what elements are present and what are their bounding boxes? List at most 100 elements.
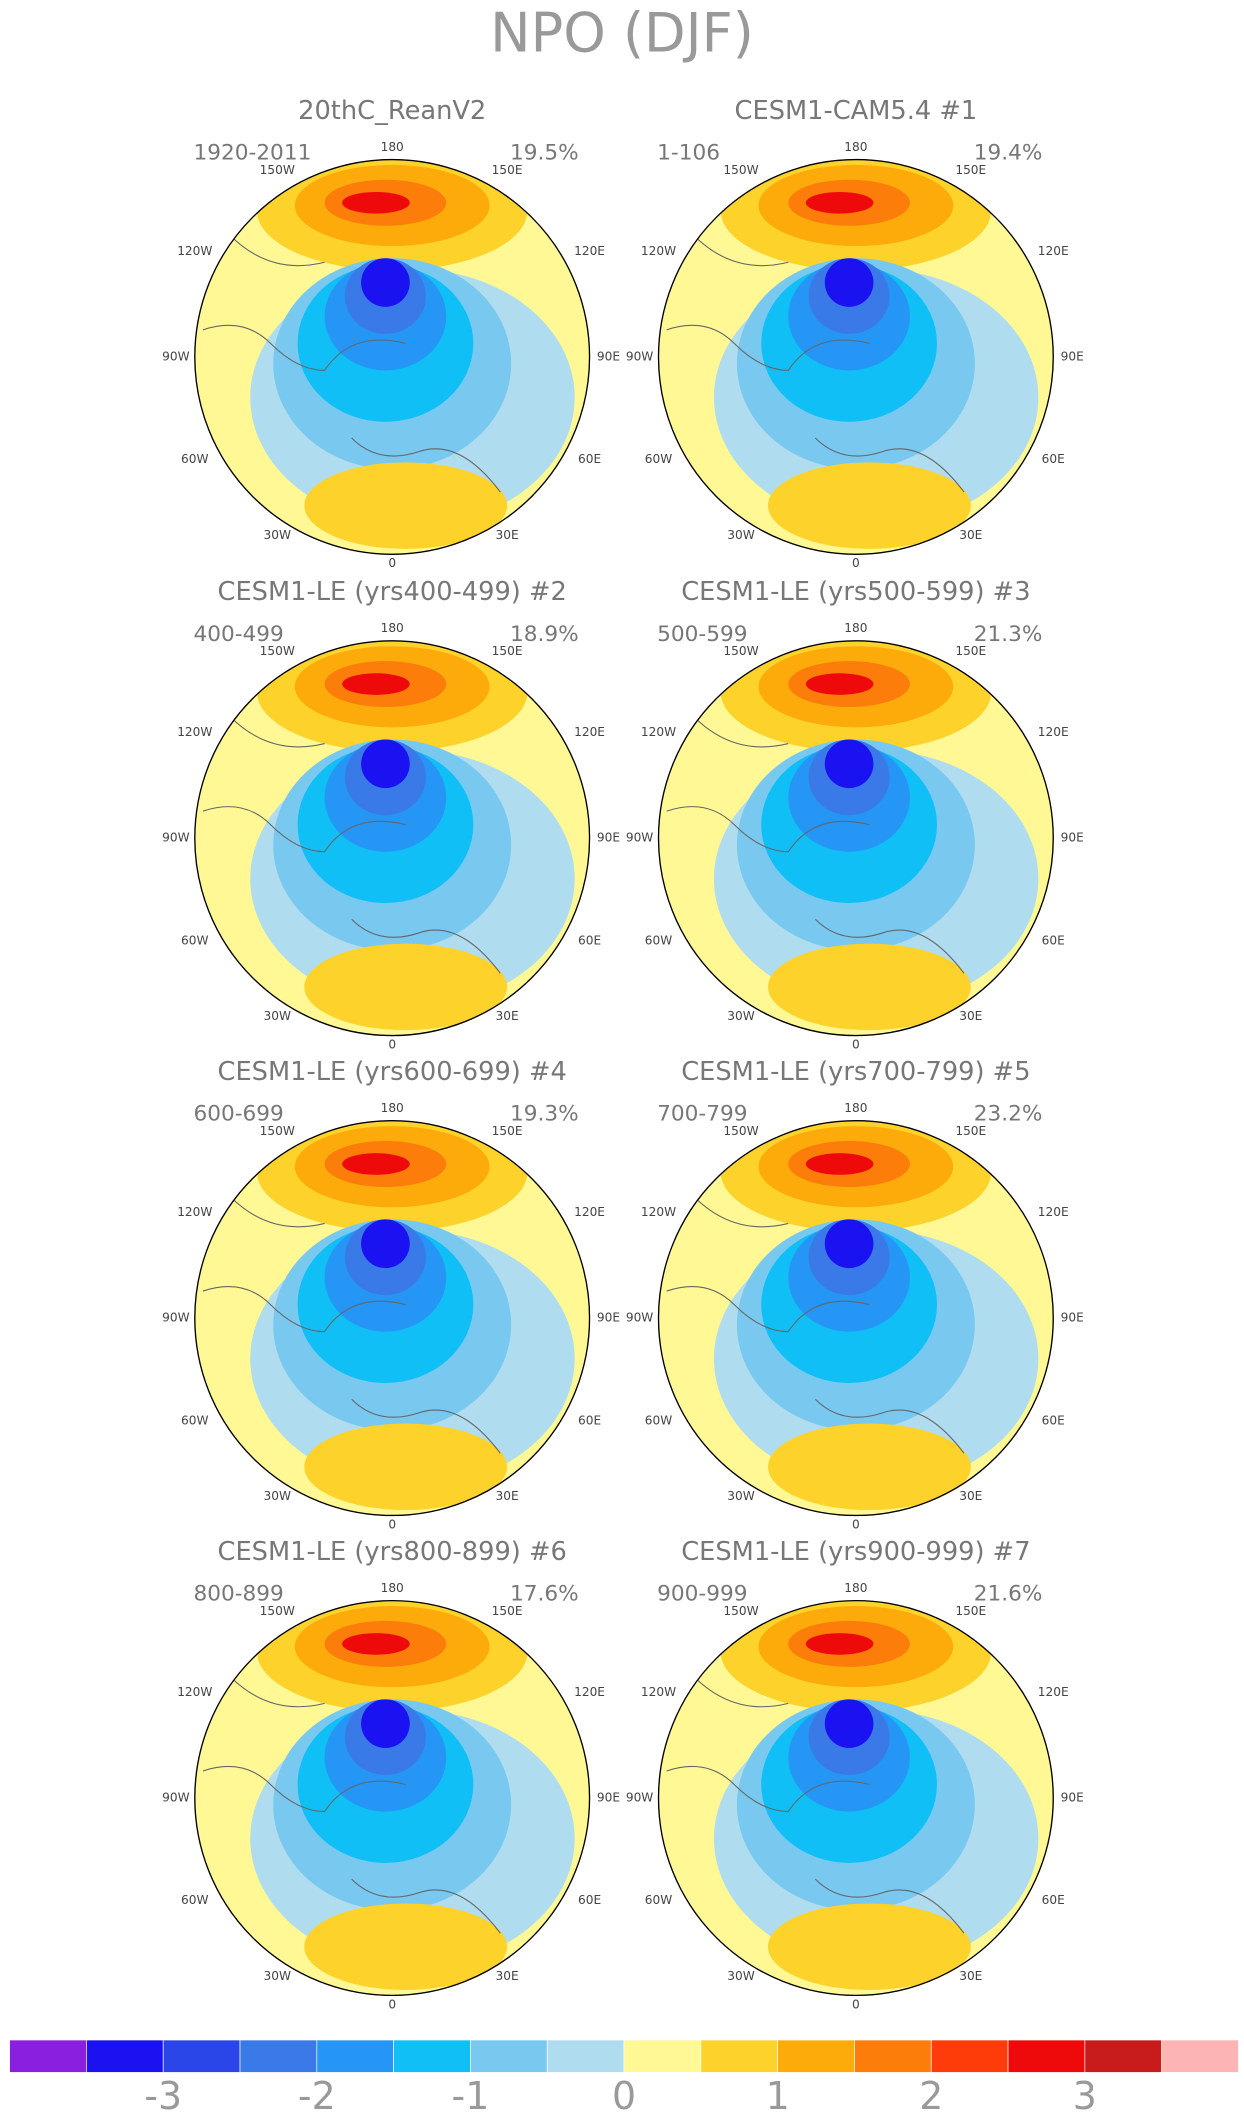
panel-percent: 21.3% xyxy=(974,622,1043,647)
longitude-label: 120W xyxy=(641,725,676,739)
longitude-label: 30W xyxy=(727,1969,754,1983)
longitude-label: 60W xyxy=(181,1893,209,1907)
panel-period: 600-699 xyxy=(193,1102,283,1127)
longitude-label: 150E xyxy=(955,163,986,177)
panel-title: 20thC_ReanV2 xyxy=(298,96,486,126)
longitude-label: 60E xyxy=(1042,452,1065,466)
longitude-label: 150W xyxy=(260,163,295,177)
panel-title: CESM1-LE (yrs500-599) #3 xyxy=(681,577,1030,607)
longitude-label: 60W xyxy=(645,1413,673,1427)
longitude-label: 90E xyxy=(1061,831,1084,845)
longitude-label: 60E xyxy=(578,1413,601,1427)
longitude-label: 0 xyxy=(388,1517,396,1531)
longitude-label: 0 xyxy=(852,1997,860,2011)
map-boundary xyxy=(657,158,1054,555)
longitude-label: 0 xyxy=(852,556,860,570)
longitude-label: 180 xyxy=(381,621,404,635)
longitude-label: 60E xyxy=(578,1893,601,1907)
longitude-label: 90E xyxy=(1061,1791,1084,1805)
longitude-label: 30E xyxy=(496,1009,519,1023)
longitude-label: 60W xyxy=(181,452,209,466)
longitude-label: 30E xyxy=(959,528,982,542)
longitude-label: 150W xyxy=(723,644,758,658)
anomaly-field xyxy=(195,1593,590,1996)
anomaly-field xyxy=(195,1113,590,1516)
longitude-label: 120W xyxy=(641,1685,676,1699)
longitude-label: 150W xyxy=(723,1604,758,1618)
longitude-label: 180 xyxy=(381,1581,404,1595)
longitude-label: 30W xyxy=(264,1009,292,1023)
longitude-label: 60W xyxy=(645,1893,673,1907)
panel-title: CESM1-LE (yrs900-999) #7 xyxy=(681,1537,1030,1567)
longitude-label: 120E xyxy=(1038,725,1069,739)
panel-title: CESM1-CAM5.4 #1 xyxy=(735,96,978,126)
colorbar-box xyxy=(239,2039,318,2073)
map-panel: CESM1-LE (yrs700-799) #5 700-799 23.2% 180 1… xyxy=(626,1057,1084,1531)
map-panel: CESM1-CAM5.4 #1 1-106 19.4% 180 150W 150E 120W… xyxy=(626,96,1084,570)
colorbar-box xyxy=(546,2039,625,2073)
longitude-label: 120E xyxy=(574,1205,605,1219)
longitude-label: 90E xyxy=(597,1311,620,1325)
longitude-label: 30W xyxy=(727,528,754,542)
map-boundary xyxy=(194,158,591,555)
anomaly-field xyxy=(195,633,590,1036)
panel-period: 700-799 xyxy=(657,1102,747,1127)
longitude-label: 150E xyxy=(955,1124,986,1138)
longitude-label: 90E xyxy=(597,831,620,845)
colorbar-box xyxy=(700,2039,778,2073)
longitude-label: 90E xyxy=(1061,349,1084,363)
longitude-label: 120W xyxy=(177,244,212,258)
longitude-label: 90W xyxy=(162,1791,190,1805)
longitude-label: 30E xyxy=(959,1009,982,1023)
longitude-label: 120E xyxy=(574,725,605,739)
longitude-label: 0 xyxy=(388,1997,396,2011)
longitude-label: 30E xyxy=(959,1969,982,1983)
map-panel: CESM1-LE (yrs500-599) #3 500-599 21.3% 180 1… xyxy=(626,577,1084,1051)
map-boundary xyxy=(194,640,591,1037)
longitude-label: 150W xyxy=(723,1124,758,1138)
colorbar-box xyxy=(162,2039,241,2073)
colorbar-box xyxy=(1084,2039,1162,2073)
panel-percent: 19.3% xyxy=(510,1102,579,1127)
panel-percent: 21.6% xyxy=(974,1582,1043,1607)
panel-period: 1-106 xyxy=(657,141,720,166)
panel-percent: 18.9% xyxy=(510,622,579,647)
anomaly-field xyxy=(195,151,590,554)
longitude-label: 150E xyxy=(955,644,986,658)
longitude-label: 120W xyxy=(177,1685,212,1699)
map-boundary xyxy=(657,640,1054,1037)
colorbar-tick-label: 2 xyxy=(919,2074,943,2113)
longitude-label: 60W xyxy=(181,1413,209,1427)
longitude-label: 150W xyxy=(260,644,295,658)
map-boundary xyxy=(194,1599,591,1997)
longitude-label: 60E xyxy=(1042,933,1065,947)
longitude-label: 90W xyxy=(626,1791,654,1805)
map-boundary xyxy=(657,1120,1054,1517)
anomaly-field xyxy=(659,1113,1054,1516)
panel-period: 1920-2011 xyxy=(193,141,311,166)
longitude-label: 30W xyxy=(264,1969,292,1983)
longitude-label: 90E xyxy=(1061,1311,1084,1325)
longitude-label: 90E xyxy=(597,349,620,363)
longitude-label: 150E xyxy=(492,1124,523,1138)
longitude-label: 30W xyxy=(264,1489,292,1503)
map-panel: CESM1-LE (yrs900-999) #7 900-999 21.6% 180 1… xyxy=(626,1537,1084,2011)
longitude-label: 60E xyxy=(578,452,601,466)
colorbar-tick-label: -1 xyxy=(452,2074,490,2113)
panel-title: CESM1-LE (yrs400-499) #2 xyxy=(218,577,567,607)
colorbar-box xyxy=(1161,2039,1239,2073)
colorbar-box xyxy=(86,2039,164,2073)
panel-percent: 19.4% xyxy=(974,141,1043,166)
panel-percent: 17.6% xyxy=(510,1582,579,1607)
longitude-label: 0 xyxy=(852,1038,860,1052)
colorbar-box xyxy=(777,2039,855,2073)
colorbar-tick-label: 0 xyxy=(612,2074,636,2113)
colorbar-box xyxy=(1007,2039,1086,2073)
longitude-label: 120E xyxy=(574,1685,605,1699)
longitude-label: 120W xyxy=(641,1205,676,1219)
longitude-label: 90W xyxy=(626,831,654,845)
colorbar-box xyxy=(9,2039,87,2073)
longitude-label: 30E xyxy=(496,1969,519,1983)
longitude-label: 180 xyxy=(844,140,867,154)
panel-title: CESM1-LE (yrs800-899) #6 xyxy=(218,1537,567,1567)
